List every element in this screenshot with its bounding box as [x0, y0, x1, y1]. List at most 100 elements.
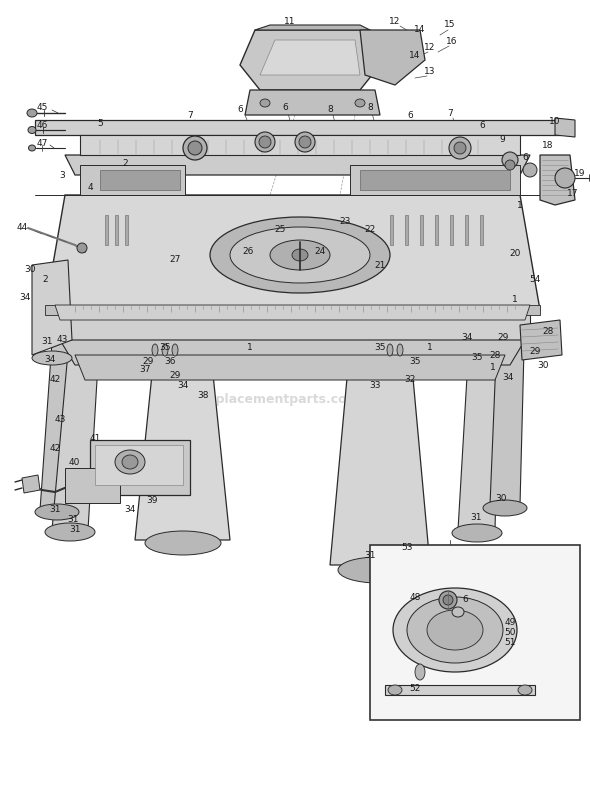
Text: 34: 34 — [19, 294, 31, 303]
Text: 6: 6 — [479, 121, 485, 130]
Polygon shape — [360, 30, 425, 85]
Ellipse shape — [32, 351, 72, 365]
Ellipse shape — [28, 145, 35, 151]
Text: 21: 21 — [374, 261, 386, 270]
Polygon shape — [40, 300, 80, 510]
Bar — [450, 215, 453, 245]
Polygon shape — [55, 310, 530, 340]
Text: 17: 17 — [567, 188, 579, 197]
Text: 32: 32 — [404, 375, 416, 385]
Ellipse shape — [77, 243, 87, 253]
Text: 41: 41 — [89, 434, 101, 443]
Text: 42: 42 — [50, 375, 61, 385]
Polygon shape — [45, 305, 540, 315]
Polygon shape — [245, 90, 380, 115]
Ellipse shape — [183, 136, 207, 160]
Text: 45: 45 — [37, 104, 48, 113]
Ellipse shape — [518, 685, 532, 695]
Text: 39: 39 — [146, 496, 158, 505]
Text: 6: 6 — [407, 110, 413, 119]
Ellipse shape — [407, 597, 503, 663]
Text: 34: 34 — [44, 356, 55, 365]
Text: 34: 34 — [124, 506, 136, 514]
Bar — [65, 468, 120, 503]
Ellipse shape — [172, 344, 178, 356]
Polygon shape — [22, 475, 40, 493]
Text: 31: 31 — [67, 515, 78, 525]
Ellipse shape — [452, 607, 464, 617]
Polygon shape — [540, 155, 575, 205]
Text: 8: 8 — [367, 104, 373, 113]
Text: 4: 4 — [87, 184, 93, 192]
Text: 52: 52 — [409, 683, 421, 692]
Text: 36: 36 — [164, 357, 176, 366]
Ellipse shape — [415, 664, 425, 680]
Polygon shape — [255, 25, 370, 30]
Ellipse shape — [122, 455, 138, 469]
Ellipse shape — [483, 500, 527, 516]
Text: 29: 29 — [142, 357, 153, 366]
Text: 38: 38 — [197, 390, 209, 399]
Polygon shape — [100, 170, 180, 190]
Text: 6: 6 — [282, 104, 288, 113]
Ellipse shape — [145, 531, 221, 555]
Text: 28: 28 — [542, 328, 553, 336]
Text: 48: 48 — [409, 593, 421, 602]
Polygon shape — [260, 40, 360, 75]
Ellipse shape — [45, 523, 95, 541]
Polygon shape — [385, 685, 535, 695]
Text: 29: 29 — [169, 370, 181, 379]
Text: 34: 34 — [178, 381, 189, 390]
Text: 30: 30 — [537, 361, 549, 369]
Text: 15: 15 — [444, 20, 455, 30]
Text: 35: 35 — [471, 353, 483, 362]
Ellipse shape — [162, 344, 168, 356]
Text: 25: 25 — [274, 225, 286, 234]
Ellipse shape — [28, 126, 36, 134]
Text: 1: 1 — [427, 344, 433, 353]
Bar — [405, 215, 408, 245]
Text: 23: 23 — [339, 217, 350, 226]
Ellipse shape — [115, 450, 145, 474]
Text: 31: 31 — [49, 506, 61, 514]
Text: 46: 46 — [37, 121, 48, 130]
Polygon shape — [80, 135, 520, 155]
Ellipse shape — [210, 217, 390, 293]
Text: 6: 6 — [462, 596, 468, 605]
Ellipse shape — [152, 344, 158, 356]
Text: 1: 1 — [517, 200, 523, 209]
Text: 31: 31 — [69, 526, 81, 535]
Ellipse shape — [35, 504, 79, 520]
Text: 43: 43 — [56, 336, 68, 345]
Text: 1: 1 — [512, 295, 518, 304]
Ellipse shape — [259, 136, 271, 148]
Ellipse shape — [255, 132, 275, 152]
Bar — [125, 215, 128, 245]
Polygon shape — [330, 345, 430, 565]
Text: 31: 31 — [364, 551, 376, 559]
Polygon shape — [458, 325, 500, 530]
Text: 7: 7 — [187, 110, 193, 119]
Bar — [465, 215, 468, 245]
Ellipse shape — [270, 240, 330, 270]
Text: 19: 19 — [574, 168, 586, 177]
Text: 53: 53 — [401, 543, 413, 552]
Text: 12: 12 — [424, 43, 435, 52]
Polygon shape — [240, 30, 380, 90]
Text: 9: 9 — [499, 135, 505, 145]
Ellipse shape — [505, 160, 515, 170]
Ellipse shape — [439, 591, 457, 609]
Polygon shape — [350, 165, 520, 195]
Text: 35: 35 — [374, 344, 386, 353]
Ellipse shape — [452, 524, 502, 542]
Ellipse shape — [230, 227, 370, 283]
Text: 2: 2 — [42, 275, 48, 284]
Bar — [435, 215, 438, 245]
Bar — [390, 215, 393, 245]
Ellipse shape — [427, 610, 483, 650]
Ellipse shape — [260, 99, 270, 107]
Ellipse shape — [502, 152, 518, 168]
Polygon shape — [60, 340, 525, 365]
Text: 1: 1 — [490, 364, 496, 373]
Polygon shape — [80, 165, 185, 195]
